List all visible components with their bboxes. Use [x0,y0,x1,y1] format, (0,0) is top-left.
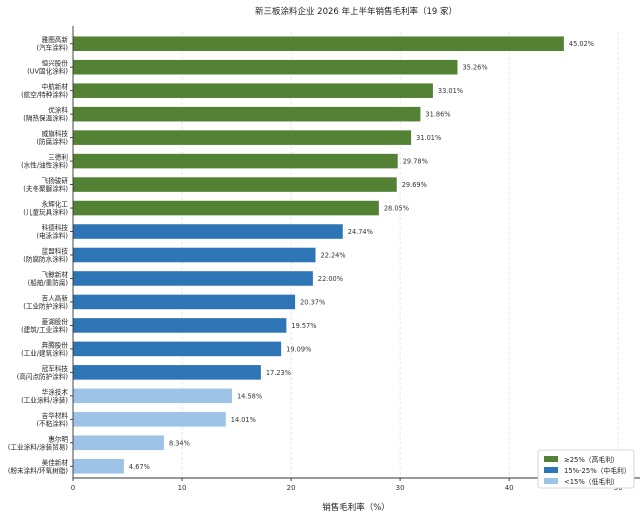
category-name-label: 奔腾股份 [42,340,69,349]
bar-value-label: 35.26% [462,64,487,72]
legend-entry-label: 15%-25%（中毛利） [564,466,631,475]
x-tick-label: 20 [287,484,296,492]
category-sub-label: (夫冬聚脲涂料) [23,184,68,193]
x-tick-label: 10 [178,484,187,492]
category-name-label: 永辉化工 [42,200,69,209]
bar [73,435,164,451]
bar-value-label: 19.57% [291,322,316,330]
category-sub-label: (电泳涂料) [36,231,68,240]
bar-value-label: 31.86% [425,111,450,119]
x-tick-label: 40 [505,484,514,492]
category-name-label: 吉华材料 [42,411,69,420]
bar [73,130,412,145]
x-tick-label: 30 [396,484,405,492]
category-name-label: 威旗科技 [42,129,69,138]
bar-value-label: 22.00% [318,275,343,283]
category-name-label: 惠尔明 [48,434,68,443]
category-sub-label: (UV固化涂料) [27,67,68,76]
category-name-label: 菱湖股份 [42,317,69,326]
bar [73,106,421,122]
category-sub-label: (工业涂料/涂装贸易) [8,442,68,451]
category-sub-label: (建筑/工业涂料) [21,325,68,334]
category-name-label: 雅图高新 [42,35,69,44]
bar-value-label: 19.09% [286,345,311,353]
chart-title: 新三板涂料企业 2026 年上半年销售毛利率（19 家） [255,6,457,17]
category-sub-label: (航空/特种涂料) [21,90,68,99]
bar [73,59,458,75]
bar-value-label: 8.34% [169,439,190,447]
bar-value-label: 29.78% [403,158,428,166]
legend-swatch [544,456,558,462]
category-sub-label: (船舶/重防腐) [28,278,68,287]
category-name-label: 优涂科 [48,106,68,115]
bar [73,294,296,310]
category-sub-label: (高闪点防护涂料) [17,372,68,381]
bar-value-label: 31.01% [416,134,441,142]
bar [73,247,316,263]
legend-entry-label: <15%（低毛利） [564,477,619,486]
bar [73,83,433,98]
category-name-label: 飞鲸新材 [42,270,69,279]
bar [73,224,343,239]
bar [73,318,287,333]
category-sub-label: (工业/建筑涂料) [21,348,68,357]
bar-value-label: 29.69% [402,181,427,189]
bar-value-label: 33.01% [438,87,463,95]
category-name-label: 恒兴股份 [42,59,69,68]
category-name-label: 华涂技术 [42,387,69,396]
legend: ≥25%（高毛利） 15%-25%（中毛利） <15%（低毛利） [537,449,635,489]
bar [73,200,379,216]
category-sub-label: (防腐防水涂料) [23,255,68,264]
category-name-label: 三德利 [48,153,68,162]
bar-value-label: 17.23% [266,369,291,377]
legend-box [537,449,635,489]
bar [73,412,226,427]
bar-value-label: 28.05% [384,205,409,213]
bar-value-label: 4.67% [129,463,150,471]
category-sub-label: (不粘涂料) [36,419,68,428]
category-name-label: 蓝盟科技 [42,247,69,256]
bar [73,388,232,404]
bar [73,271,313,286]
bars [73,36,564,474]
bar-value-label: 20.37% [300,298,325,306]
legend-entry-label: ≥25%（高毛利） [564,455,619,464]
bar [73,458,124,474]
category-sub-label: (工业防护涂料) [23,301,68,310]
category-sub-label: (水性/油性涂料) [21,161,68,170]
bar-value-label: 45.02% [569,40,594,48]
bar [73,177,397,192]
category-sub-label: (汽车涂料) [36,43,68,52]
category-name-label: 飞扬骏研 [42,176,69,185]
bar-value-label: 24.74% [348,228,373,236]
bar-value-label: 14.01% [231,416,256,424]
legend-swatch [544,478,558,484]
legend-swatch [544,467,558,473]
category-sub-label: (隔热保温涂料) [23,114,68,123]
bar [73,36,564,52]
category-sub-label: (儿童玩具涂料) [23,208,68,217]
grid-lines [181,32,619,478]
bar [73,153,398,169]
category-name-label: 科德科技 [42,223,69,232]
category-name-label: 中航新材 [42,82,69,91]
category-sub-label: (工业涂料/涂装) [21,395,68,404]
category-sub-label: (粉末涂料/环氧树脂) [8,466,68,475]
bar-value-label: 22.24% [321,252,346,260]
x-tick-label: 0 [71,484,75,492]
bar [73,365,261,380]
bar [73,341,282,357]
category-name-label: 冠军科技 [42,364,69,373]
category-name-label: 吉人高新 [42,293,69,302]
category-name-label: 美佳新材 [42,458,69,467]
x-axis-label: 销售毛利率（%） [322,502,390,513]
category-labels: 45.02% 雅图高新(汽车涂料) 35.26% 恒兴股份(UV固化涂料) 33.01%… [8,35,594,475]
bar-value-label: 14.58% [237,392,262,400]
category-sub-label: (防腐涂料) [36,137,68,146]
